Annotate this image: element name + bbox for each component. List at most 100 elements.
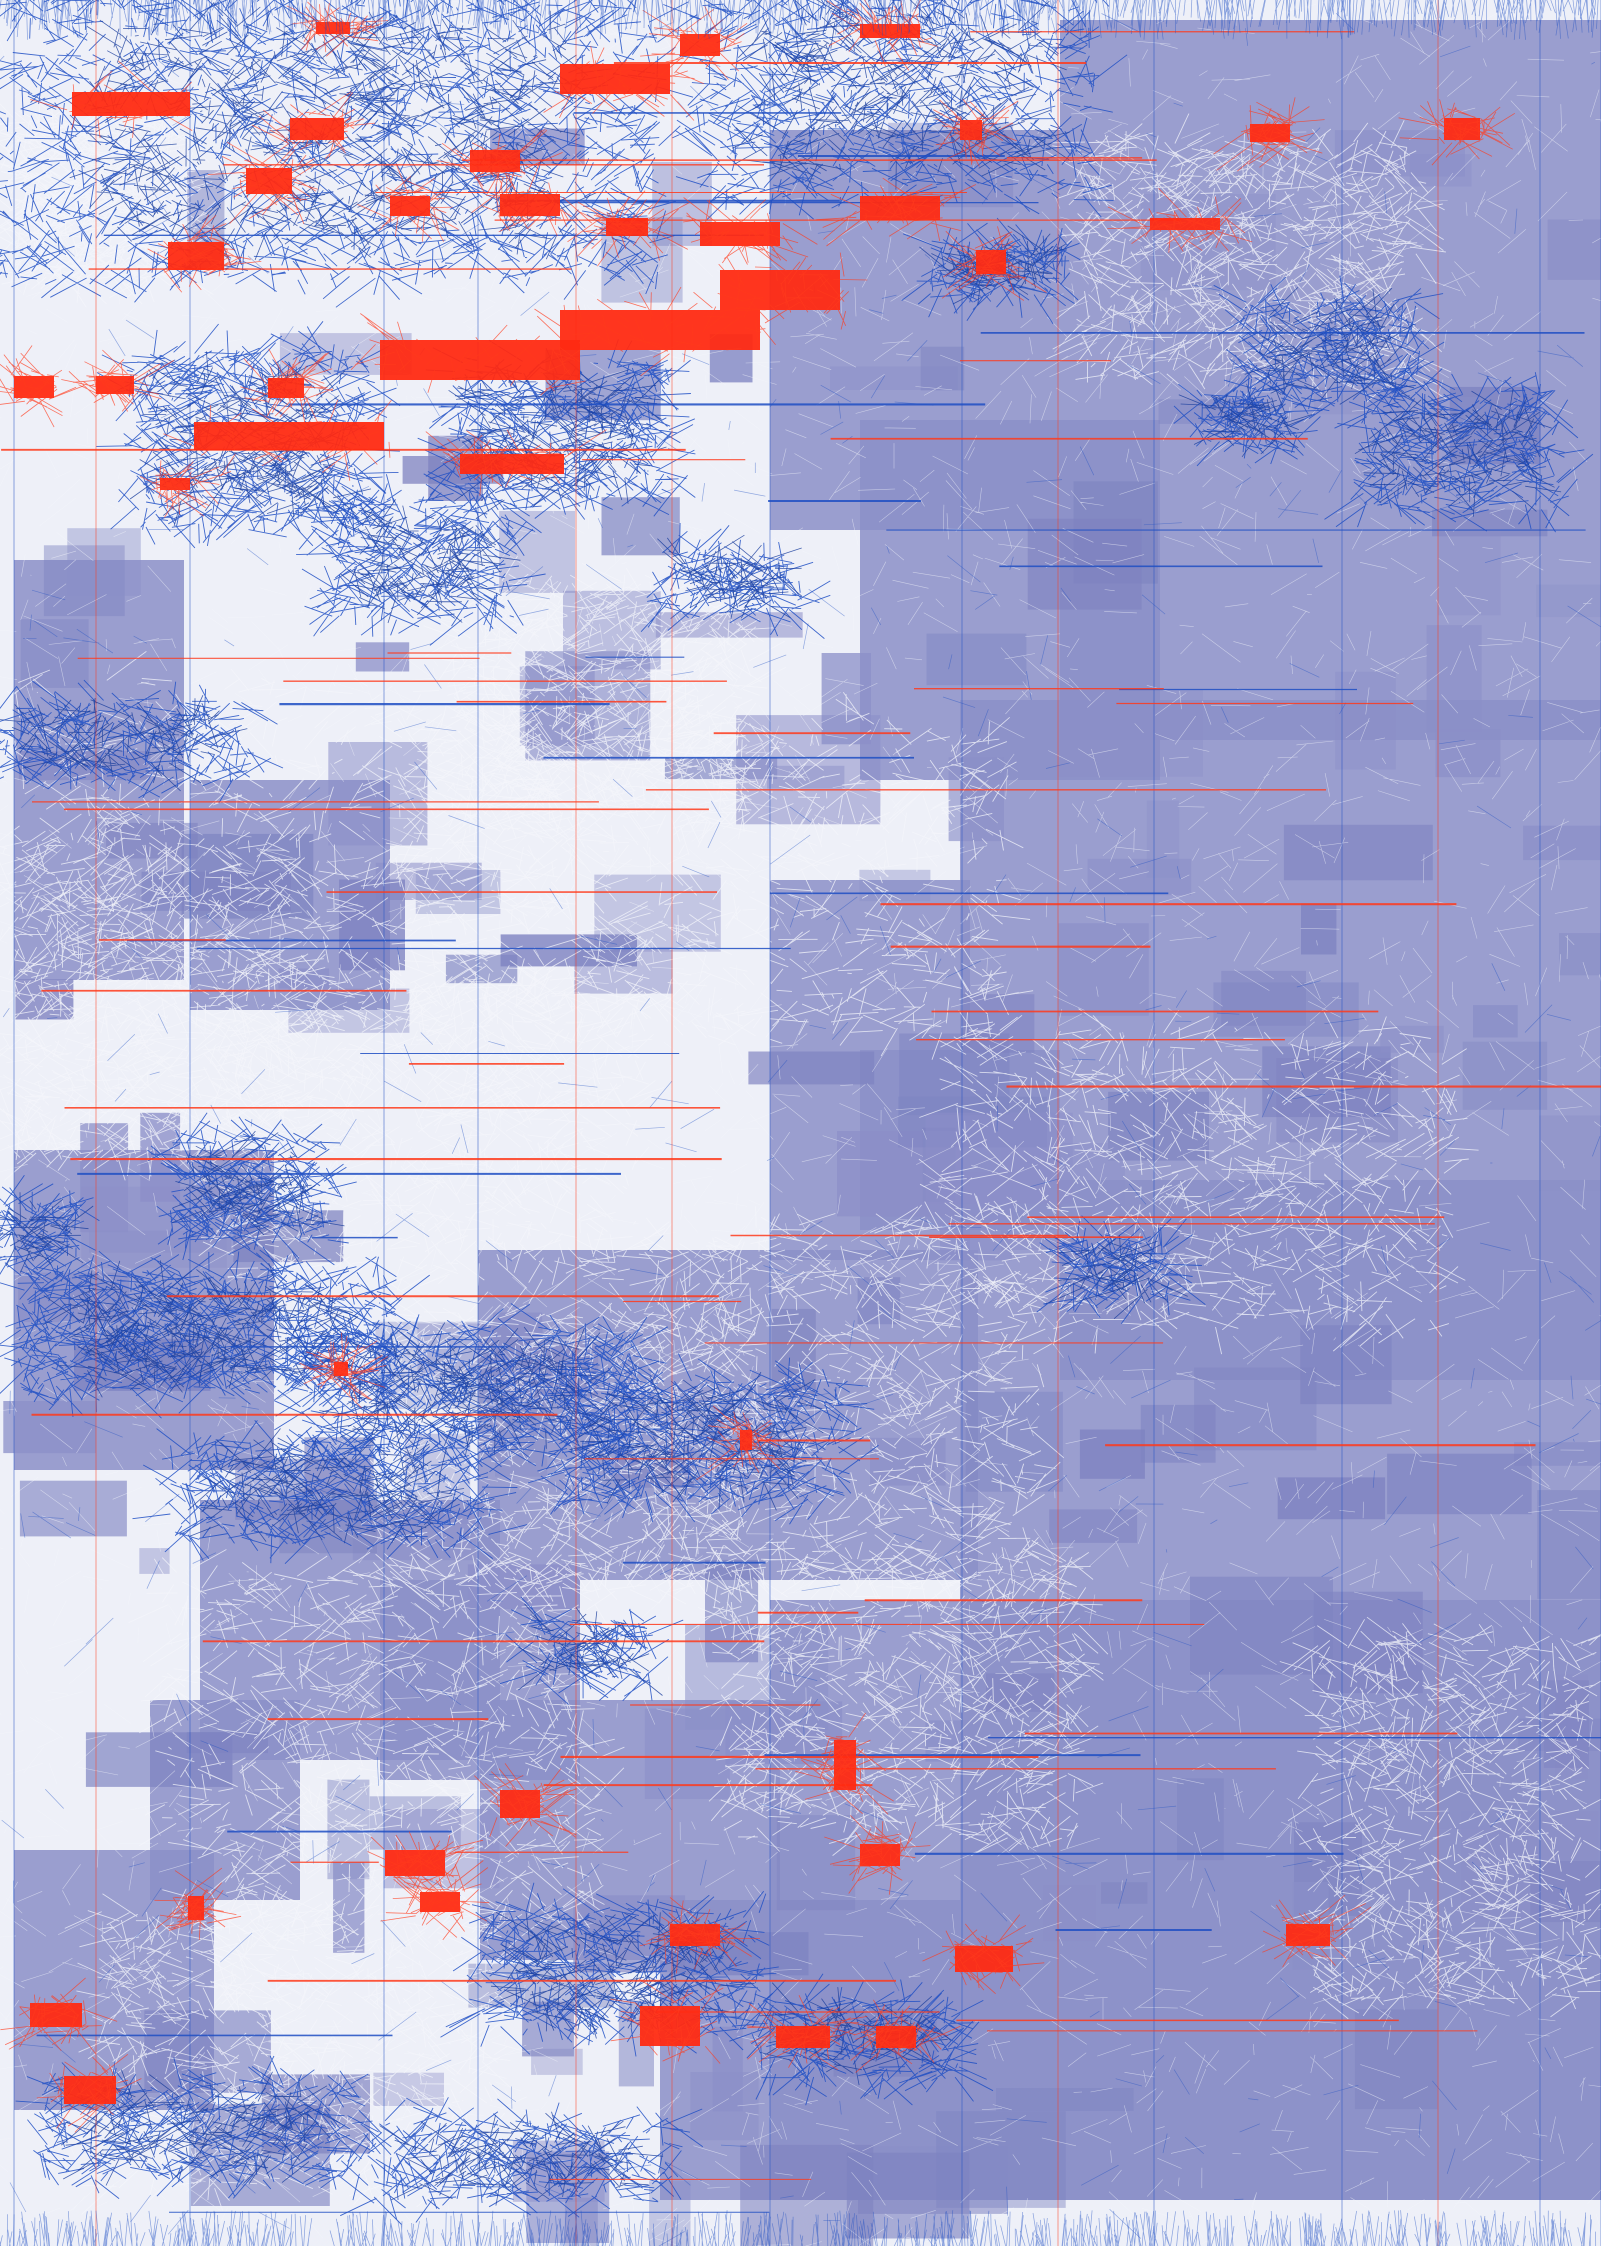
lavender-patch: [1536, 584, 1601, 618]
blue-line-core: [187, 1428, 465, 1544]
blue-line-cluster: [340, 2097, 704, 2225]
blue-line-core: [171, 1130, 345, 1236]
lavender-patch: [1380, 1025, 1444, 1053]
red-line-strands: [816, 177, 977, 247]
red-line-strands: [474, 1763, 577, 1847]
lavender-patch: [859, 869, 931, 902]
white-line-cluster: [417, 554, 787, 844]
lavender-patch: [1426, 625, 1482, 733]
red-line-strands: [543, 46, 704, 121]
red-line-strands: [610, 1978, 724, 2064]
blue-line-core: [0, 695, 248, 792]
lavender-patch: [20, 619, 89, 688]
lavender-patch: [1387, 1453, 1532, 1515]
lavender-patch: [962, 994, 1035, 1053]
red-line-strands: [252, 91, 375, 169]
blue-line-cluster: [0, 679, 284, 804]
lavender-patch: [830, 366, 958, 390]
red-line-strands: [163, 399, 392, 481]
lavender-patch: [1354, 2009, 1438, 2110]
lavender-patch: [1276, 1058, 1398, 1143]
red-line-strands: [795, 1712, 894, 1815]
lavender-patch: [1027, 518, 1142, 610]
lavender-patch: [19, 1480, 127, 1537]
lavender-patch: [1277, 1477, 1386, 1520]
red-block: [860, 24, 920, 38]
lavender-patch: [1058, 923, 1149, 1016]
red-line-strands: [0, 345, 84, 428]
red-line-strands: [139, 460, 232, 518]
red-line-strands: [1398, 99, 1516, 166]
red-line-strands: [1107, 187, 1253, 253]
lavender-patch: [898, 1096, 1047, 1148]
red-line-strands: [299, 1332, 389, 1409]
red-line-strands: [207, 141, 319, 224]
red-line-strands: [746, 1995, 868, 2071]
lavender-patch: [85, 1732, 233, 1787]
blue-line-cluster: [1036, 1215, 1206, 1324]
lavender-patch: [1335, 671, 1396, 770]
lavender-patch: [328, 742, 428, 846]
red-line-strands: [567, 190, 689, 267]
lavender-patch: [1539, 1115, 1601, 1191]
red-line-strands: [240, 348, 334, 424]
white-line-cluster: [128, 1549, 628, 1948]
red-line-strands: [640, 5, 748, 82]
red-line-strands: [703, 242, 868, 332]
lavender-patch: [920, 346, 965, 391]
lavender-patch: [564, 2197, 598, 2246]
lavender-patch: [1300, 1325, 1392, 1405]
lavender-patch: [355, 642, 410, 672]
red-line-strands: [683, 197, 818, 265]
blue-line-core: [1046, 1234, 1188, 1319]
red-line-strands: [534, 286, 776, 377]
blue-line-core: [0, 1192, 94, 1273]
red-line-strands: [380, 1860, 490, 1941]
lavender-patch: [1547, 219, 1601, 280]
lavender-patch: [1221, 970, 1306, 1026]
red-line-strands: [36, 2053, 142, 2133]
red-block-layer: [0, 0, 1516, 2133]
red-line-strands: [367, 1831, 484, 1906]
lavender-patch: [373, 2072, 444, 2106]
red-line-strands: [696, 1405, 784, 1481]
lavender-patch: [1146, 800, 1180, 878]
red-line-strands: [922, 1914, 1045, 1994]
blue-line-core: [657, 534, 803, 620]
lavender-patch: [736, 715, 881, 825]
red-line-strands: [824, 1815, 931, 1895]
lavender-patch: [1079, 1429, 1145, 1479]
blue-line-cluster: [0, 1245, 430, 1419]
lavender-patch: [139, 1548, 170, 1574]
lavender-patch: [690, 2072, 759, 2141]
red-line-strands: [850, 1999, 961, 2073]
red-line-strands: [61, 349, 175, 412]
blue-line-cluster: [15, 2055, 379, 2204]
red-block: [1250, 124, 1290, 142]
lavender-patch: [965, 1391, 1063, 1492]
lavender-patch: [1101, 1882, 1148, 1904]
lavender-patch: [1514, 1442, 1601, 1466]
lavender-patch: [1473, 1005, 1518, 1038]
red-line-strands: [147, 214, 262, 293]
lavender-patch: [996, 2088, 1134, 2111]
red-line-strands: [941, 226, 1047, 301]
blue-line-core: [60, 2069, 341, 2186]
lavender-patch: [1049, 1509, 1138, 1543]
lavender-patch: [1559, 933, 1601, 976]
lavender-patch: [1462, 1041, 1548, 1110]
lavender-patch: [1543, 1680, 1589, 1768]
red-line-strands: [154, 1867, 242, 1941]
lavender-patch: [1435, 1744, 1521, 1829]
lavender-patch: [1523, 825, 1601, 861]
red-block: [194, 422, 384, 450]
lavender-patch: [649, 2181, 691, 2246]
lavender-patch: [1108, 1091, 1209, 1161]
red-line-strands: [350, 313, 597, 396]
blue-line-core: [340, 499, 521, 624]
lavender-patch: [1001, 1143, 1125, 1250]
red-line-strands: [933, 98, 1019, 167]
